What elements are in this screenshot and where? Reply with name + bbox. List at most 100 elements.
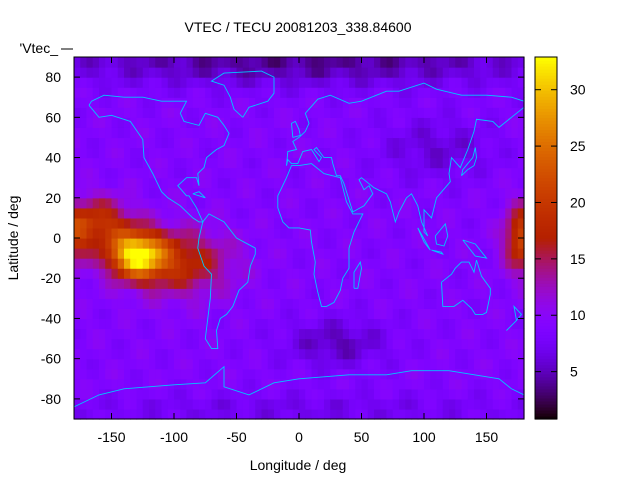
heatmap-cell [142, 248, 150, 259]
heatmap-cell [361, 207, 369, 219]
heatmap-cell [430, 258, 438, 269]
heatmap-cell [330, 157, 338, 169]
heatmap-cell [324, 288, 331, 299]
heatmap-cell [161, 378, 169, 390]
heatmap-cell [299, 217, 306, 229]
heatmap-cell [486, 57, 494, 68]
heatmap-cell [430, 298, 438, 309]
heatmap-cell [392, 408, 400, 420]
heatmap-cell [136, 258, 144, 269]
heatmap-cell [424, 238, 431, 249]
heatmap-cell [324, 97, 331, 108]
heatmap-cell [111, 117, 119, 128]
heatmap-cell [411, 57, 419, 68]
heatmap-cell [392, 137, 400, 149]
heatmap-cell [167, 127, 175, 139]
heatmap-cell [142, 97, 150, 108]
heatmap-cell [417, 298, 425, 309]
heatmap-cell [430, 77, 438, 88]
heatmap-cell [261, 248, 269, 259]
heatmap-cell [142, 368, 150, 380]
heatmap-cell [224, 348, 231, 360]
heatmap-cell [374, 338, 381, 350]
heatmap-cell [380, 378, 388, 390]
heatmap-cell [317, 137, 325, 149]
heatmap-cell [361, 77, 369, 88]
heatmap-cell [286, 338, 294, 350]
heatmap-cell [480, 378, 488, 390]
heatmap-cell [249, 187, 256, 199]
heatmap-cell [442, 77, 450, 88]
heatmap-cell [217, 258, 225, 269]
heatmap-cell [449, 117, 456, 128]
heatmap-cell [386, 388, 394, 400]
heatmap-cell [155, 157, 163, 169]
heatmap-cell [161, 388, 169, 400]
heatmap-cell [99, 97, 106, 108]
heatmap-cell [299, 187, 306, 199]
heatmap-cell [480, 328, 488, 340]
heatmap-cell [224, 207, 231, 219]
heatmap-cell [180, 157, 188, 169]
heatmap-cell [130, 97, 138, 108]
heatmap-cell [517, 57, 525, 68]
colorbar-band [535, 177, 557, 182]
heatmap-cell [99, 278, 106, 289]
colorbar-band [535, 132, 557, 137]
heatmap-cell [80, 278, 88, 289]
heatmap-cell [330, 258, 338, 269]
heatmap-cell [455, 288, 463, 299]
heatmap-cell [517, 318, 525, 330]
heatmap-cell [74, 147, 81, 159]
heatmap-cell [230, 358, 238, 370]
heatmap-cell [280, 398, 288, 410]
heatmap-cell [267, 167, 275, 179]
heatmap-cell [517, 97, 525, 108]
heatmap-cell [386, 318, 394, 330]
heatmap-cell [492, 167, 500, 179]
heatmap-cell [105, 328, 113, 340]
heatmap-cell [249, 197, 256, 209]
colorbar-band [535, 135, 557, 140]
colorbar-band [535, 352, 557, 357]
heatmap-cell [274, 328, 281, 340]
heatmap-cell [136, 107, 144, 118]
heatmap-cell [224, 388, 231, 400]
heatmap-cell [399, 187, 406, 199]
heatmap-cell [161, 278, 169, 289]
heatmap-cell [199, 288, 206, 299]
colorbar-band [535, 78, 557, 82]
heatmap-cell [292, 167, 300, 179]
heatmap-cell [355, 147, 363, 159]
heatmap-cell [461, 378, 469, 390]
heatmap-cell [180, 278, 188, 289]
heatmap-cell [511, 227, 519, 239]
heatmap-cell [255, 368, 263, 380]
heatmap-cell [455, 117, 463, 128]
heatmap-cell [217, 378, 225, 390]
heatmap-cell [149, 378, 156, 390]
heatmap-cell [130, 67, 138, 78]
heatmap-cell [236, 177, 244, 189]
heatmap-cell [224, 197, 231, 209]
heatmap-cell [174, 167, 181, 179]
heatmap-cell [124, 318, 131, 330]
heatmap-cell [411, 298, 419, 309]
heatmap-cell [499, 127, 506, 139]
heatmap-cell [224, 127, 231, 139]
heatmap-cell [267, 127, 275, 139]
colorbar-band [535, 250, 557, 254]
heatmap-cell [230, 167, 238, 179]
heatmap-cell [392, 388, 400, 400]
heatmap-cell [342, 288, 350, 299]
heatmap-cell [405, 238, 413, 249]
heatmap-cell [205, 268, 213, 279]
heatmap-cell [399, 87, 406, 98]
colorbar-band [535, 385, 557, 390]
heatmap-cell [399, 117, 406, 128]
heatmap-cell [192, 97, 200, 108]
heatmap-cell [405, 258, 413, 269]
heatmap-cell [474, 308, 481, 320]
heatmap-cell [155, 57, 163, 68]
heatmap-cell [99, 398, 106, 410]
